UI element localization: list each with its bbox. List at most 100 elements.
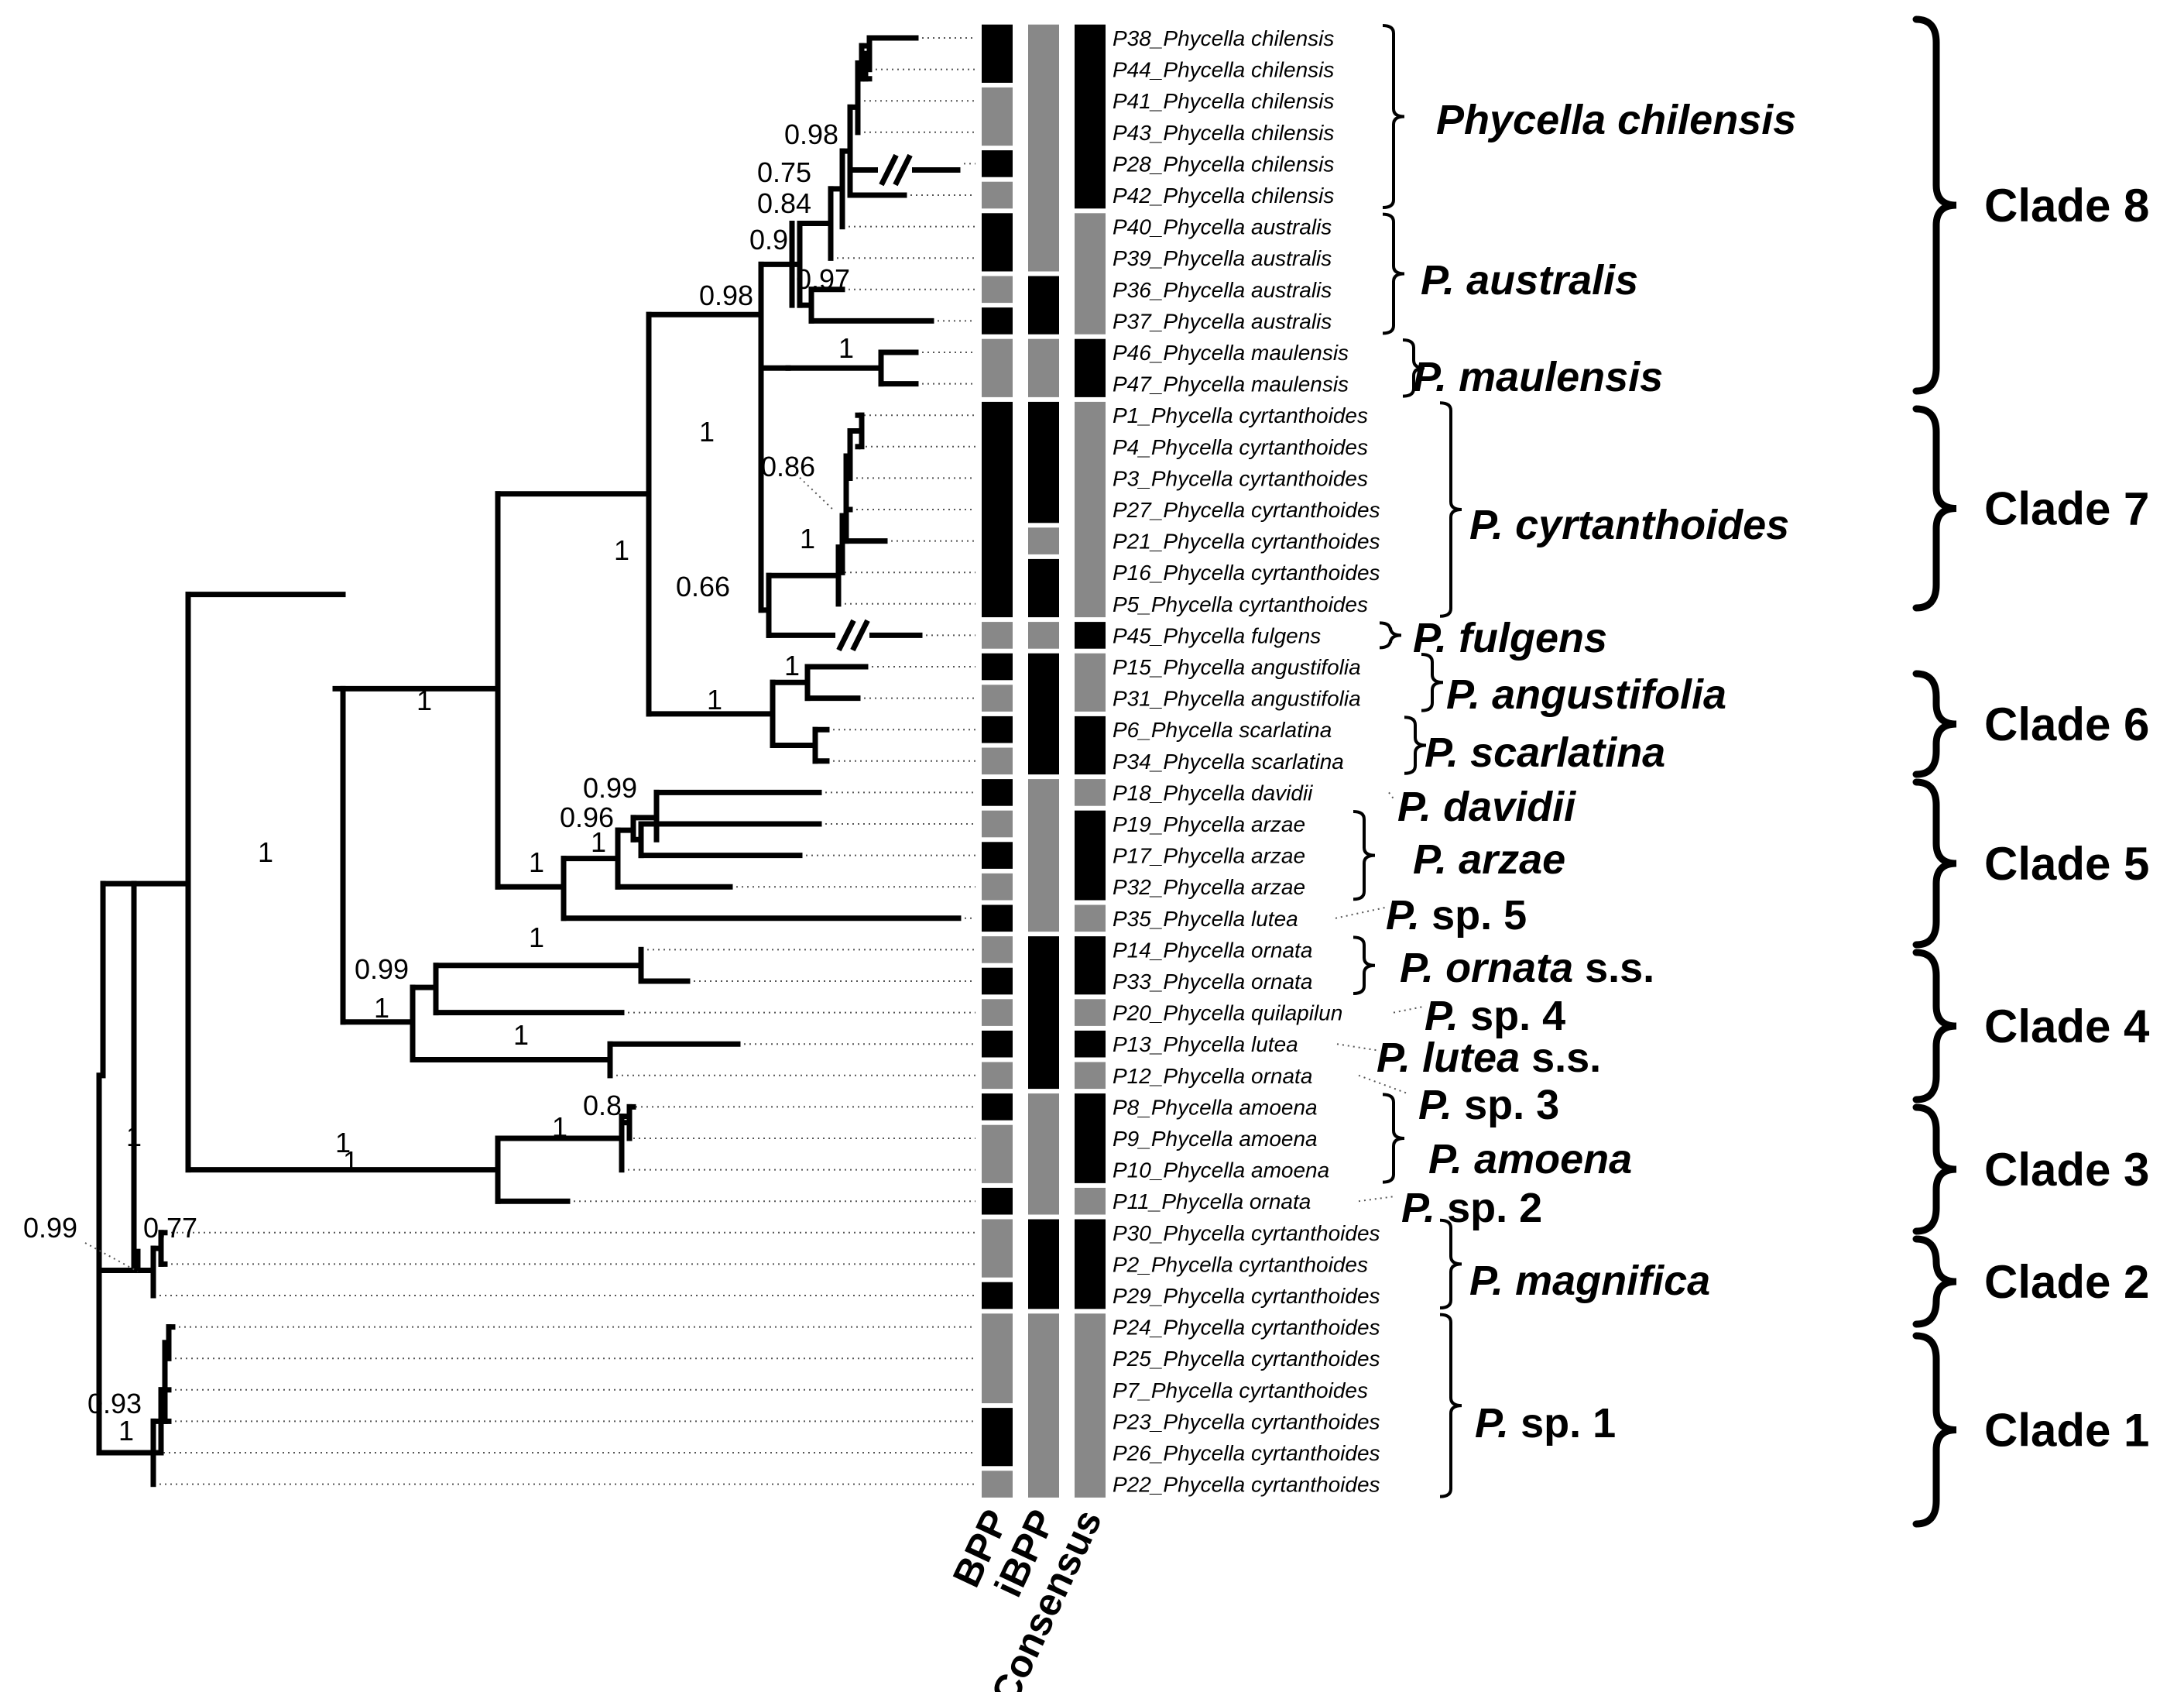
support-value: 1 (838, 332, 854, 364)
species-label: P. davidii (1397, 784, 1576, 830)
support-leader-line (84, 1242, 139, 1272)
tip-label: P20_Phycella quilapilun (1113, 1001, 1342, 1025)
species-leader-line (1358, 1074, 1410, 1095)
bpp-bar-segment (982, 904, 1013, 932)
support-value: 0.86 (761, 451, 815, 482)
species-leader-line (1393, 1005, 1425, 1014)
species-label: P. australis (1421, 257, 1638, 304)
bpp-bar-segment (982, 873, 1013, 901)
species-label-rank: sp. 5 (1420, 892, 1527, 939)
species-brace (1402, 338, 1425, 398)
consensus-bar-segment (1075, 936, 1106, 995)
support-value: 1 (118, 1415, 134, 1447)
tip-label: P45_Phycella fulgens (1113, 623, 1321, 647)
bpp-bar-segment (982, 1313, 1013, 1404)
clade-label: Clade 1 (1984, 1405, 2149, 1457)
species-label-italic: P. angustifolia (1446, 671, 1726, 718)
species-label: P. ornata s.s. (1400, 945, 1654, 991)
tip-label: P28_Phycella chilensis (1113, 152, 1334, 176)
bpp-bar-segment (982, 716, 1013, 743)
bpp-bar-segment (982, 213, 1013, 272)
species-label-italic: P. magnifica (1469, 1258, 1710, 1304)
tip-label: P44_Phycella chilensis (1113, 58, 1334, 82)
bpp-bar-segment (982, 685, 1013, 712)
ibpp-bar-segment (1028, 338, 1059, 397)
species-label-italic: P. lutea (1377, 1035, 1520, 1081)
tip-label: P40_Phycella australis (1113, 215, 1332, 239)
tip-label: P38_Phycella chilensis (1113, 26, 1334, 50)
species-leader-line (1358, 1196, 1394, 1203)
consensus-bar-segment (1075, 1187, 1106, 1215)
species-label-italic: P. cyrtanthoides (1469, 502, 1789, 548)
consensus-bar-segment (1075, 1219, 1106, 1309)
support-value: 0.93 (87, 1388, 142, 1419)
consensus-bar-segment (1075, 213, 1106, 335)
support-value: 0.75 (757, 156, 811, 188)
species-label-rank: sp. 3 (1452, 1082, 1559, 1128)
tip-label: P35_Phycella lutea (1113, 907, 1298, 931)
tip-label: P6_Phycella scarlatina (1113, 718, 1332, 742)
consensus-bar-segment (1075, 1062, 1106, 1090)
ibpp-bar-segment (1028, 401, 1059, 523)
species-brace (1379, 621, 1402, 650)
clade-label: Clade 5 (1984, 838, 2149, 890)
support-value: 0.84 (757, 187, 811, 219)
species-label-italic: P. australis (1421, 257, 1638, 304)
consensus-bar-segment (1075, 401, 1106, 618)
tip-label: P25_Phycella cyrtanthoides (1113, 1347, 1380, 1371)
tip-labels: P38_Phycella chilensis P44_Phycella chile… (1113, 26, 1380, 1497)
support-value: 0.98 (699, 280, 753, 311)
branch-break-mark (836, 619, 856, 652)
species-brace (1439, 1218, 1462, 1309)
consensus-bar-segment (1075, 622, 1106, 649)
species-brace (1382, 24, 1405, 209)
ibpp-bar-segment (1028, 558, 1059, 618)
bpp-bar-segment (982, 747, 1013, 775)
tip-label: P33_Phycella ornata (1113, 970, 1312, 994)
tip-label: P31_Phycella angustifolia (1113, 687, 1361, 711)
bpp-bar-segment (982, 1408, 1013, 1467)
tip-label: P9_Phycella amoena (1113, 1127, 1318, 1151)
tip-label: P14_Phycella ornata (1113, 938, 1312, 962)
tip-label: P18_Phycella davidii (1113, 781, 1313, 805)
species-label-rank: sp. 1 (1509, 1400, 1616, 1447)
ibpp-bar-segment (1028, 653, 1059, 775)
species-label-rank: sp. 4 (1459, 993, 1565, 1039)
species-label-italic: P. (1425, 993, 1459, 1039)
species-label: P. sp. 2 (1401, 1185, 1542, 1231)
species-label-italic: P. ornata (1400, 945, 1573, 991)
tip-label: P32_Phycella arzae (1113, 875, 1305, 899)
species-label: P. amoena (1428, 1136, 1632, 1182)
support-value: 0.99 (23, 1212, 77, 1244)
species-label-italic: P. fulgens (1413, 615, 1607, 661)
consensus-bar-segment (1075, 1093, 1106, 1183)
ibpp-bar-segment (1028, 622, 1059, 649)
bpp-bar-segment (982, 1062, 1013, 1090)
tip-label: P10_Phycella amoena (1113, 1158, 1329, 1182)
support-value: 1 (529, 846, 544, 878)
bpp-bar-segment (982, 1030, 1013, 1058)
species-label: P. sp. 5 (1386, 892, 1527, 939)
species-label: P. sp. 4 (1425, 993, 1565, 1039)
consensus-bar-segment (1075, 653, 1106, 712)
tip-label: P7_Phycella cyrtanthoides (1113, 1378, 1368, 1402)
tip-label: P24_Phycella cyrtanthoides (1113, 1316, 1380, 1340)
species-label-italic: P. (1386, 892, 1420, 939)
bpp-bar-segment (982, 936, 1013, 963)
support-leader-line (795, 473, 835, 512)
species-leader-line (1335, 906, 1387, 919)
support-value: 1 (800, 523, 815, 554)
clade-labels: Clade 8 Clade 7 Clade 6 Clade 5 Clade 4 Clade… (1912, 15, 2150, 1528)
tip-label: P17_Phycella arzae (1113, 844, 1305, 868)
clade-label: Clade 2 (1984, 1256, 2149, 1308)
bpp-bar-segment (982, 1187, 1013, 1215)
tip-label: P16_Phycella cyrtanthoides (1113, 561, 1380, 585)
ibpp-bar-segment (1028, 276, 1059, 335)
species-label-italic: P. davidii (1397, 784, 1576, 830)
support-value: 1 (707, 684, 722, 716)
ibpp-bar-segment (1028, 24, 1059, 272)
species-label: P. angustifolia (1446, 671, 1726, 718)
consensus-bar-segment (1075, 1030, 1106, 1058)
species-label: P. sp. 1 (1475, 1400, 1616, 1447)
clade-brace (1912, 1235, 1957, 1328)
